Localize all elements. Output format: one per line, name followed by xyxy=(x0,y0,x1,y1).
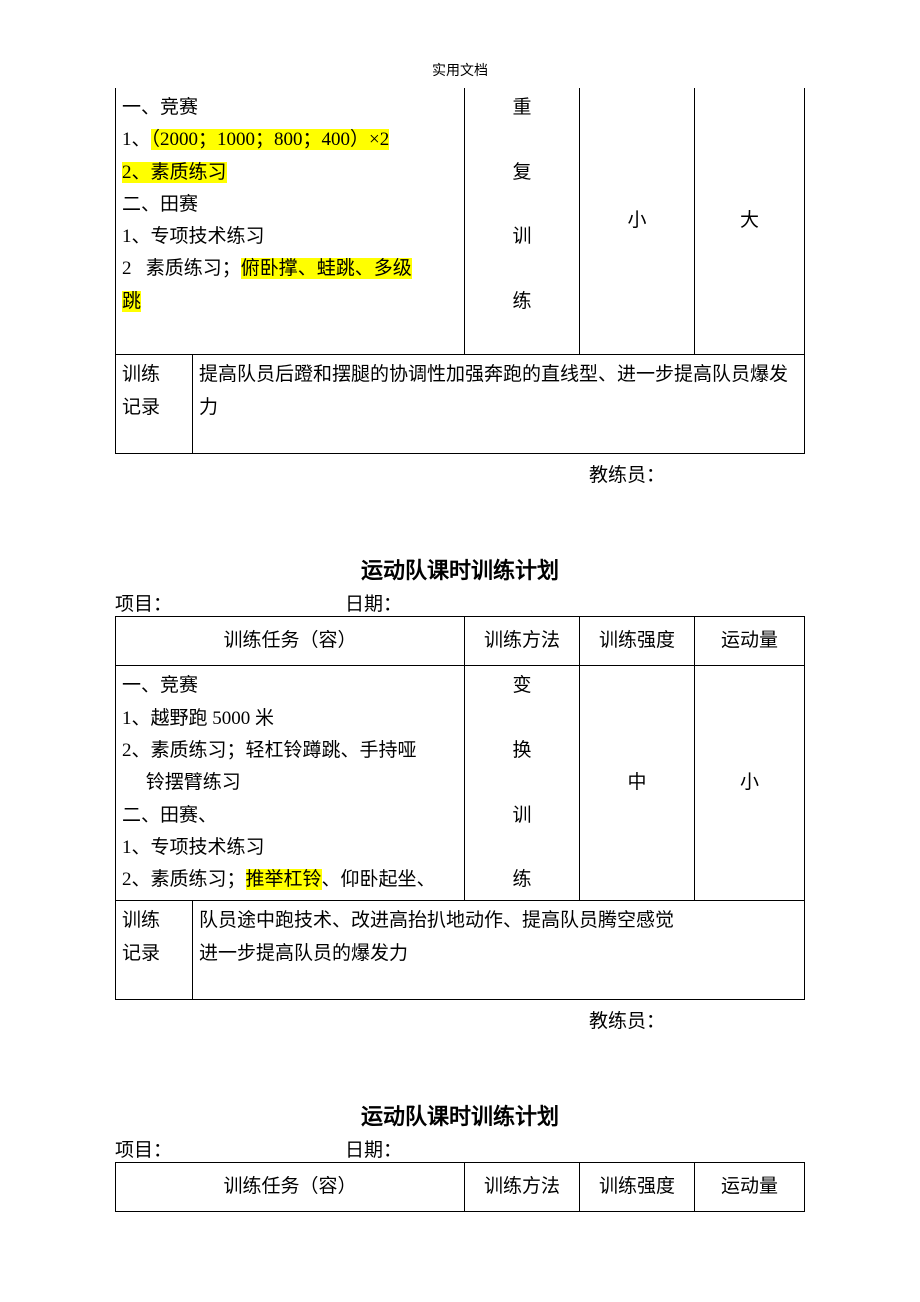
task-line: 2、素质练习 xyxy=(122,157,458,189)
task-line: 二、田赛、 xyxy=(122,800,458,832)
plan2-header-amount: 运动量 xyxy=(695,617,805,666)
task-line: 1、（2000；1000；800；400）×2 xyxy=(122,124,458,156)
plan2-header-intensity: 训练强度 xyxy=(580,617,695,666)
task-line: 一、竞赛 xyxy=(122,670,458,702)
plan1-amount-cell: 大 xyxy=(695,88,805,355)
record-label: 训练记录 xyxy=(116,355,193,453)
plan1-intensity-cell: 小 xyxy=(580,88,695,355)
task-line: 2 素质练习；俯卧撑、蛙跳、多级 xyxy=(122,253,458,285)
plan1-table: 一、竞赛1、（2000；1000；800；400）×22、素质练习二、田赛1、专… xyxy=(115,88,805,454)
task-line: 跳 xyxy=(122,286,458,318)
task-line: 二、田赛 xyxy=(122,189,458,221)
page-header: 实用文档 xyxy=(115,60,805,80)
record-label: 训练记录 xyxy=(116,901,193,999)
plan2-meta: 项目： 日期： xyxy=(115,589,805,616)
task-line: 2、素质练习；推举杠铃、仰卧起坐、 xyxy=(122,864,458,896)
plan3-header-intensity: 训练强度 xyxy=(580,1163,695,1212)
plan3-header-amount: 运动量 xyxy=(695,1163,805,1212)
task-line: 一、竞赛 xyxy=(122,92,458,124)
plan1-method-cell: 重 复 训 练 xyxy=(465,88,580,355)
plan2-title: 运动队课时训练计划 xyxy=(115,553,805,585)
plan3-project-label: 项目： xyxy=(115,1135,345,1162)
plan1-task-cell: 一、竞赛1、（2000；1000；800；400）×22、素质练习二、田赛1、专… xyxy=(116,88,465,355)
plan2-header-method: 训练方法 xyxy=(465,617,580,666)
plan1-coach-label: 教练员： xyxy=(115,460,805,487)
plan3-header-task: 训练任务（容） xyxy=(116,1163,465,1212)
plan2-intensity-cell: 中 xyxy=(580,666,695,901)
plan2-task-cell: 一、竞赛1、越野跑 5000 米2、素质练习；轻杠铃蹲跳、手持哑 铃摆臂练习二、… xyxy=(116,666,465,901)
plan2-method-cell: 变 换 训 练 xyxy=(465,666,580,901)
record-text: 提高队员后蹬和摆腿的协调性加强奔跑的直线型、进一步提高队员爆发力 xyxy=(193,355,805,453)
plan2-coach-label: 教练员： xyxy=(115,1006,805,1033)
plan3-title: 运动队课时训练计划 xyxy=(115,1099,805,1131)
plan3-date-label: 日期： xyxy=(345,1135,402,1162)
task-line: 1、专项技术练习 xyxy=(122,221,458,253)
plan2-date-label: 日期： xyxy=(345,589,402,616)
task-line: 铃摆臂练习 xyxy=(122,767,458,799)
plan3-meta: 项目： 日期： xyxy=(115,1135,805,1162)
plan3-table: 训练任务（容） 训练方法 训练强度 运动量 xyxy=(115,1162,805,1212)
task-line: 1、越野跑 5000 米 xyxy=(122,703,458,735)
task-line: 1、专项技术练习 xyxy=(122,832,458,864)
record-text: 队员途中跑技术、改进高抬扒地动作、提高队员腾空感觉 进一步提高队员的爆发力 xyxy=(193,901,805,999)
plan2-table: 训练任务（容） 训练方法 训练强度 运动量 一、竞赛1、越野跑 5000 米2、… xyxy=(115,616,805,1000)
task-line: 2、素质练习；轻杠铃蹲跳、手持哑 xyxy=(122,735,458,767)
plan2-header-task: 训练任务（容） xyxy=(116,617,465,666)
plan2-project-label: 项目： xyxy=(115,589,345,616)
task-line xyxy=(122,318,458,350)
plan2-amount-cell: 小 xyxy=(695,666,805,901)
plan3-header-method: 训练方法 xyxy=(465,1163,580,1212)
